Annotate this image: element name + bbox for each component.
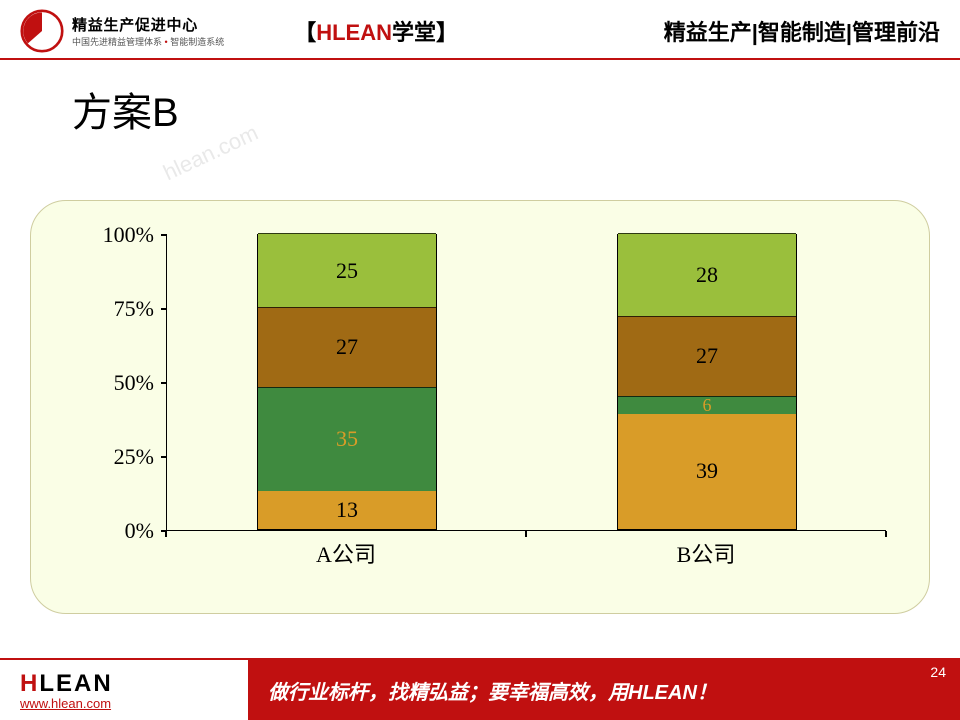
x-category-label: B公司 <box>677 537 736 569</box>
bar-segment: 13 <box>258 491 436 529</box>
page-title: 方案B <box>0 60 960 138</box>
y-tick-label: 75% <box>114 296 154 322</box>
header-center: 【HLEAN学堂】 <box>294 15 458 47</box>
y-tick-label: 100% <box>103 222 154 248</box>
footer-left: HLEAN www.hlean.com <box>0 660 248 720</box>
y-tick-label: 25% <box>114 444 154 470</box>
logo-line1: 精益生产促进中心 <box>72 14 224 35</box>
stacked-bar: 13352725 <box>257 234 437 530</box>
bar-segment: 28 <box>618 233 796 316</box>
bar-segment: 27 <box>618 316 796 396</box>
x-category-label: A公司 <box>316 537 376 569</box>
footer-slogan: 做行业标杆，找精弘益；要幸福高效，用HLEAN！ <box>268 676 717 705</box>
logo-icon <box>20 9 64 53</box>
x-tick <box>885 531 887 537</box>
logo-text: 精益生产促进中心 中国先进精益管理体系 • 智能制造系统 <box>72 14 224 48</box>
bar-segment: 25 <box>258 233 436 307</box>
header-right: 精益生产|智能制造|管理前沿 <box>664 15 940 47</box>
y-tick-label: 0% <box>125 518 154 544</box>
footer-logo: HLEAN <box>20 670 113 698</box>
bar-segment: 35 <box>258 387 436 491</box>
footer: HLEAN www.hlean.com 做行业标杆，找精弘益；要幸福高效，用HL… <box>0 658 960 720</box>
bar-segment: 39 <box>618 414 796 529</box>
stacked-bar: 3962728 <box>617 234 797 530</box>
logo-block: 精益生产促进中心 中国先进精益管理体系 • 智能制造系统 <box>20 9 224 53</box>
y-tick-label: 50% <box>114 370 154 396</box>
chart-container: 0%25%50%75%100% 133527253962728 A公司B公司 <box>30 200 930 614</box>
bar-segment: 27 <box>258 307 436 387</box>
header: 精益生产促进中心 中国先进精益管理体系 • 智能制造系统 【HLEAN学堂】 精… <box>0 0 960 58</box>
footer-slogan-bar: 做行业标杆，找精弘益；要幸福高效，用HLEAN！ <box>248 660 960 720</box>
plot-area: 133527253962728 <box>166 235 886 531</box>
footer-url: www.hlean.com <box>20 696 111 711</box>
x-tick <box>525 531 527 537</box>
bar-segment: 6 <box>618 396 796 414</box>
page-number: 24 <box>930 664 946 680</box>
x-tick <box>165 531 167 537</box>
logo-line2: 中国先进精益管理体系 • 智能制造系统 <box>72 35 224 48</box>
y-axis: 0%25%50%75%100% <box>31 235 166 531</box>
